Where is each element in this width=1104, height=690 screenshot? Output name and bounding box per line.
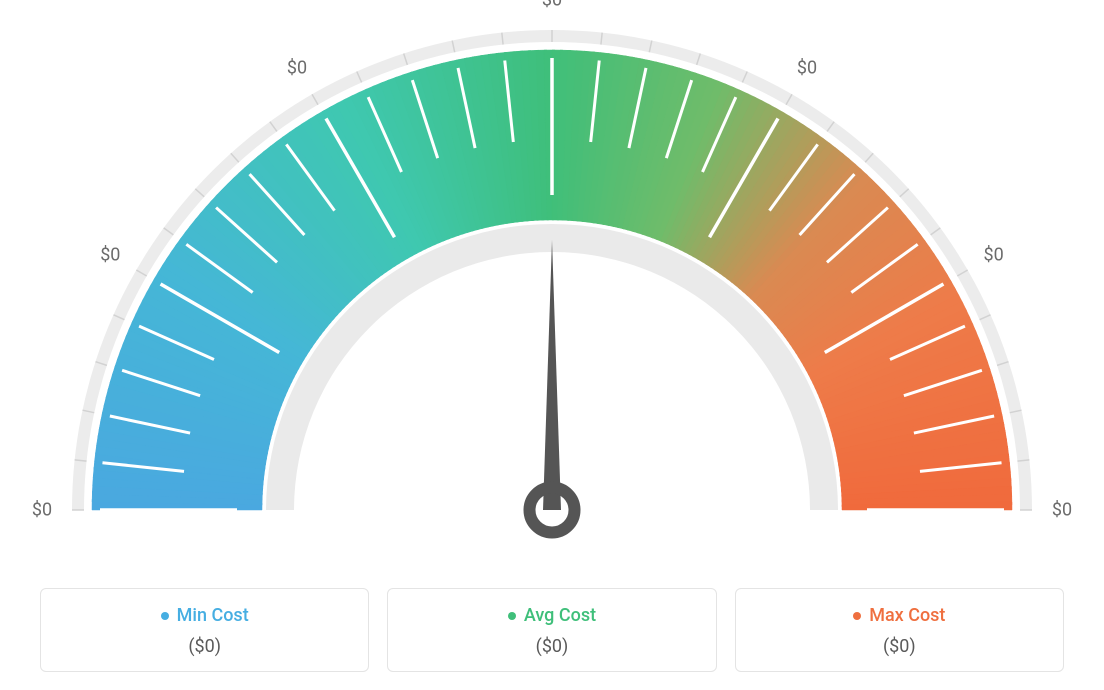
gauge-tick-label: $0 xyxy=(287,58,307,79)
gauge-tick-label: $0 xyxy=(1052,500,1072,521)
legend-value-max: ($0) xyxy=(746,636,1053,657)
gauge-chart: $0 $0 $0 $0 $0 $0 $0 xyxy=(0,0,1104,560)
legend-dot-min xyxy=(161,612,169,620)
gauge-tick-label: $0 xyxy=(797,58,817,79)
legend-label-avg: Avg Cost xyxy=(524,605,596,626)
gauge-tick-label: $0 xyxy=(984,245,1004,266)
legend-dot-max xyxy=(853,612,861,620)
legend-title-avg: Avg Cost xyxy=(508,605,596,626)
gauge-tick-label: $0 xyxy=(542,0,562,11)
legend-label-min: Min Cost xyxy=(177,605,249,626)
gauge-tick-label: $0 xyxy=(32,500,52,521)
legend-title-max: Max Cost xyxy=(853,605,945,626)
legend-dot-avg xyxy=(508,612,516,620)
legend-row: Min Cost ($0) Avg Cost ($0) Max Cost ($0… xyxy=(40,588,1064,673)
legend-value-avg: ($0) xyxy=(398,636,705,657)
legend-value-min: ($0) xyxy=(51,636,358,657)
legend-card-avg: Avg Cost ($0) xyxy=(387,588,716,673)
legend-label-max: Max Cost xyxy=(869,605,945,626)
legend-title-min: Min Cost xyxy=(161,605,249,626)
legend-card-min: Min Cost ($0) xyxy=(40,588,369,673)
legend-card-max: Max Cost ($0) xyxy=(735,588,1064,673)
gauge-svg xyxy=(0,0,1104,560)
gauge-tick-label: $0 xyxy=(100,245,120,266)
